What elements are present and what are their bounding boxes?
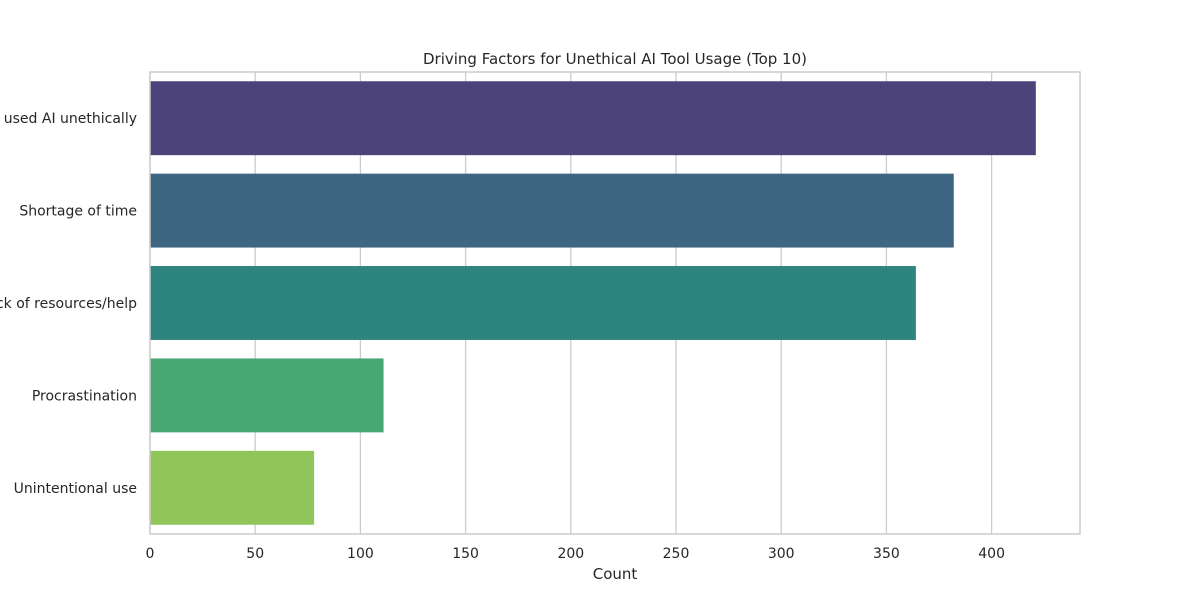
category-label: Procrastination xyxy=(32,388,137,404)
bar xyxy=(150,450,315,525)
bar xyxy=(150,173,954,248)
category-label: Never used AI unethically xyxy=(0,111,137,127)
chart-title: Driving Factors for Unethical AI Tool Us… xyxy=(423,50,807,68)
category-labels: Never used AI unethically Shortage of tim… xyxy=(0,111,137,497)
category-label: Lack of resources/help xyxy=(0,296,137,312)
bars xyxy=(150,81,1036,525)
x-tick-labels: 0 50 100 150 200 250 300 350 400 xyxy=(146,546,1005,562)
x-tick-label: 250 xyxy=(663,546,690,562)
bar xyxy=(150,81,1036,156)
x-tick-label: 200 xyxy=(557,546,584,562)
plot-frame xyxy=(149,71,1081,535)
category-label: Unintentional use xyxy=(14,481,137,497)
x-tick-label: 300 xyxy=(768,546,795,562)
bar xyxy=(150,266,916,340)
x-tick-label: 50 xyxy=(246,546,264,562)
bar xyxy=(150,358,384,433)
x-axis-label: Count xyxy=(593,565,638,583)
x-tick-label: 400 xyxy=(978,546,1005,562)
x-tick-label: 350 xyxy=(873,546,900,562)
x-tick-label: 100 xyxy=(347,546,374,562)
x-tick-label: 0 xyxy=(146,546,155,562)
category-label: Shortage of time xyxy=(19,204,137,220)
x-tick-label: 150 xyxy=(452,546,479,562)
